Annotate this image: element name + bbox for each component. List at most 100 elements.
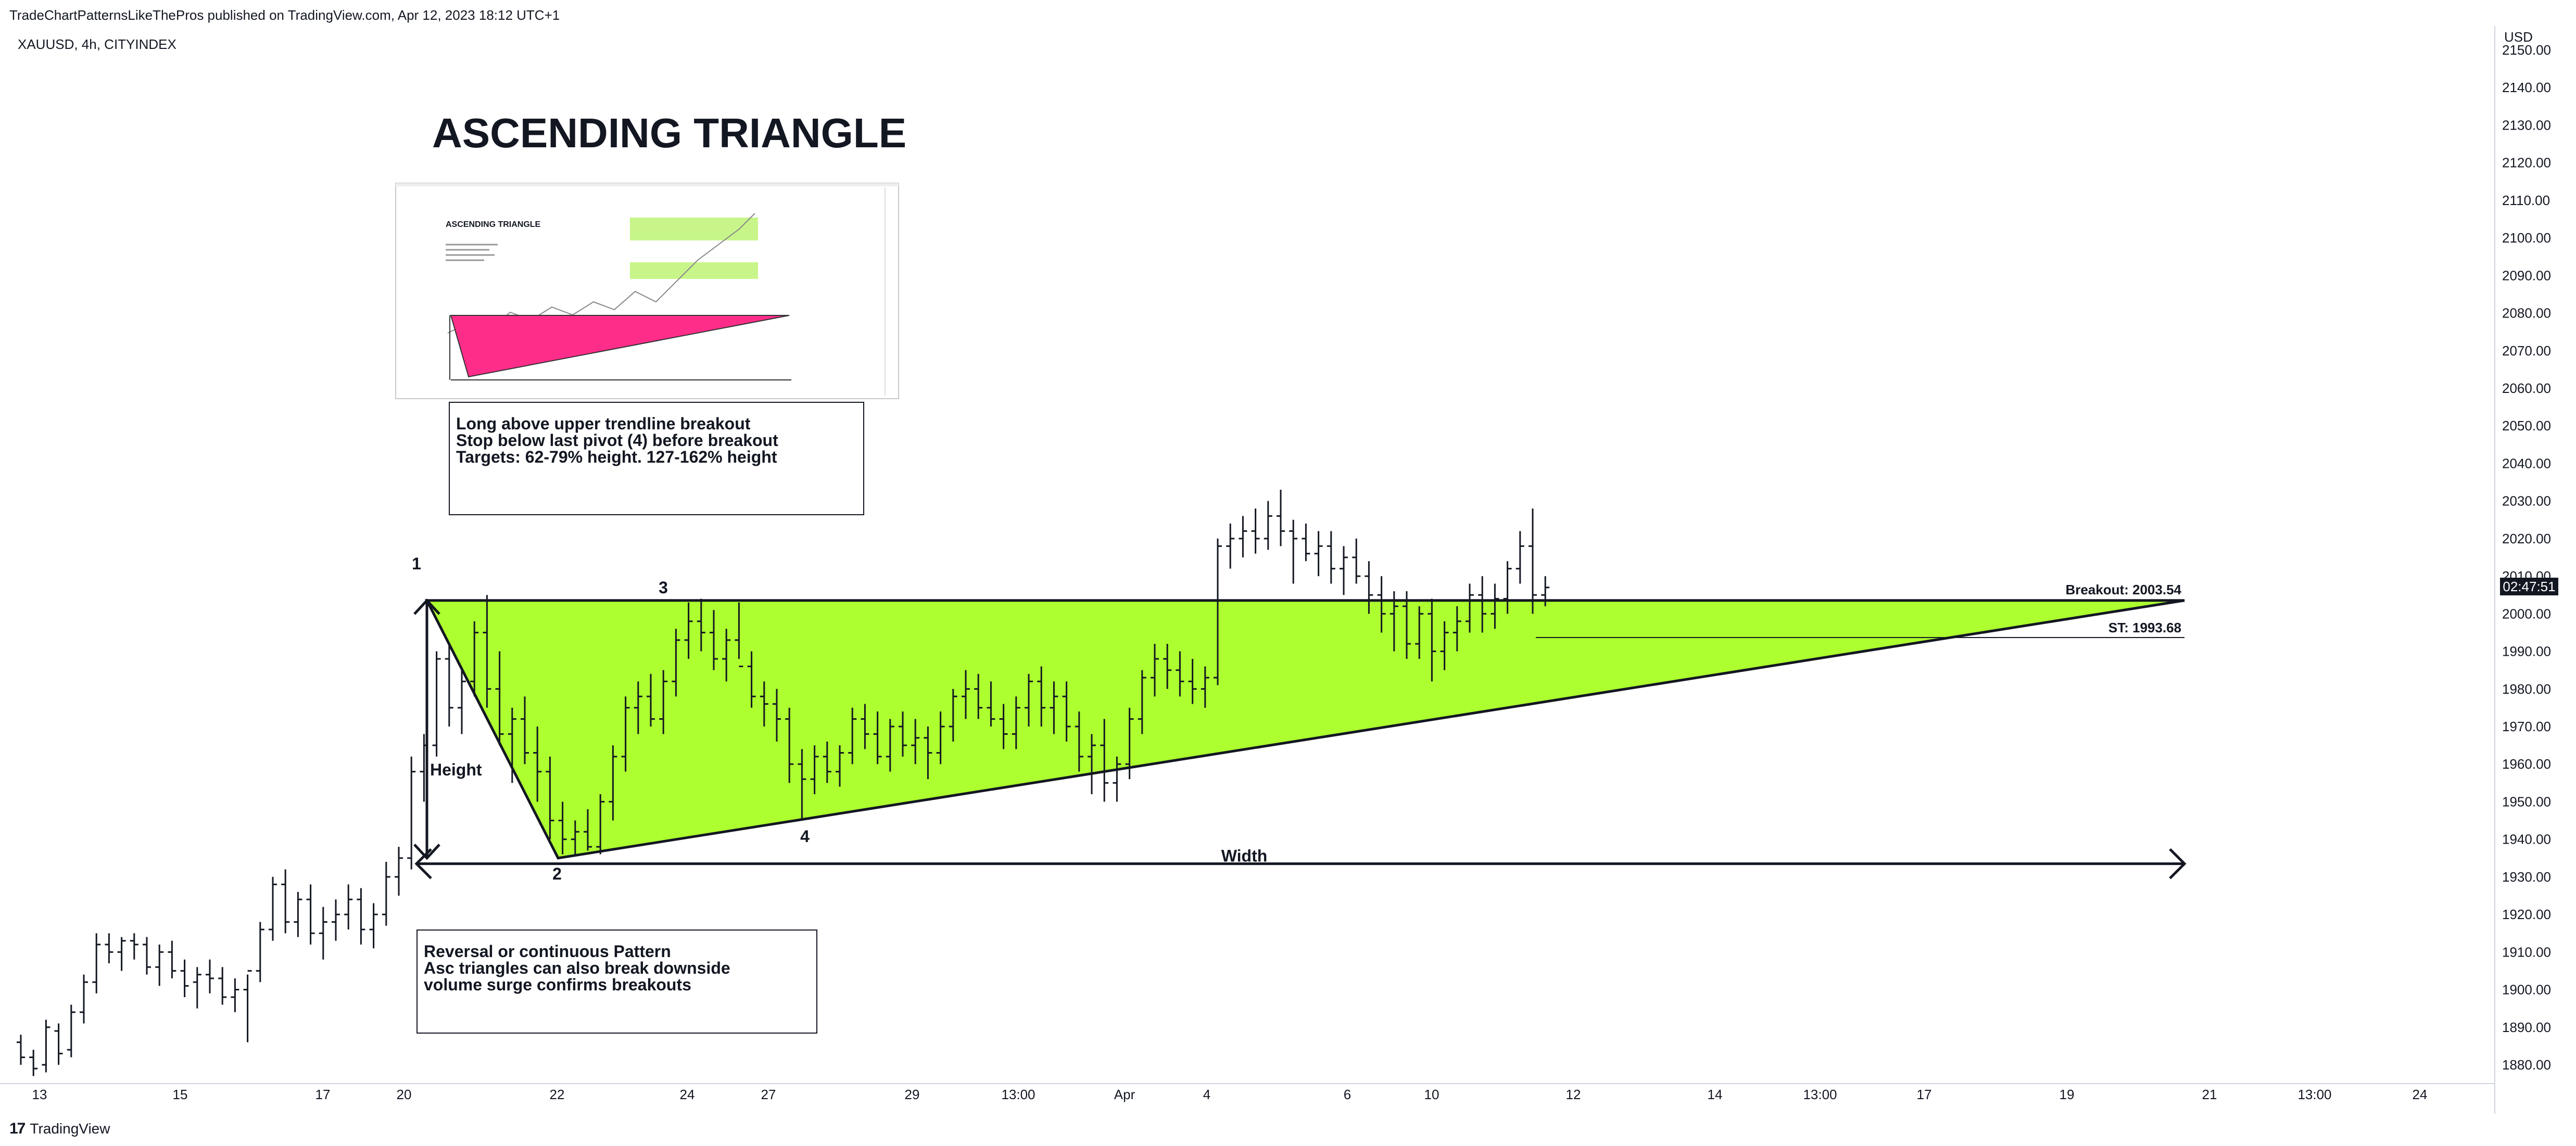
ohlc-bar — [294, 892, 302, 937]
ohlc-bar — [29, 1050, 38, 1076]
y-tick-label: 2060.00 — [2502, 380, 2551, 396]
ohlc-bar — [67, 1004, 75, 1058]
x-tick-label: 24 — [2413, 1087, 2428, 1102]
ohlc-bar — [1037, 666, 1046, 727]
ohlc-bar — [281, 869, 290, 934]
ohlc-bar — [861, 704, 869, 749]
ohlc-bar — [987, 681, 995, 727]
ohlc-bar — [470, 621, 479, 697]
ohlc-bar — [369, 903, 378, 949]
note-line: Long above upper trendline breakout — [456, 414, 751, 433]
ohlc-bar — [1440, 621, 1449, 670]
ohlc-bar — [571, 820, 579, 855]
ohlc-bar — [143, 937, 151, 975]
x-axis[interactable]: 13 15 17 20 22 24 27 29 13:00 Apr 4 6 10 12 14 13:00 17 1… — [32, 1087, 2428, 1102]
ohlc-bar — [105, 933, 113, 963]
ohlc-bar — [1088, 734, 1096, 794]
y-tick-label: 2100.00 — [2502, 230, 2551, 246]
ohlc-bar — [168, 940, 176, 978]
ohlc-bar — [117, 937, 126, 971]
y-tick-label: 2050.00 — [2502, 418, 2551, 434]
tradingview-brand[interactable]: 17 TradingView — [9, 1120, 110, 1138]
pivot-label-1: 1 — [412, 554, 421, 573]
ohlc-bar — [1214, 538, 1222, 685]
note-line: Stop below last pivot (4) before breakou… — [456, 431, 778, 450]
width-arrow — [414, 848, 2187, 880]
x-tick-label: 17 — [1917, 1087, 1932, 1102]
y-tick-label: 1890.00 — [2502, 1020, 2551, 1035]
publish-info: TradeChartPatternsLikeThePros published … — [9, 7, 560, 23]
ohlc-bar — [1428, 599, 1436, 682]
y-tick-label: 1960.00 — [2502, 756, 2551, 772]
x-tick-label: 10 — [1424, 1087, 1439, 1102]
ohlc-bar — [659, 670, 668, 734]
ascending-triangle-fill — [424, 599, 2185, 860]
ohlc-bar — [1340, 546, 1348, 595]
x-tick-label: 4 — [1203, 1087, 1210, 1102]
ohlc-bar — [1163, 644, 1172, 689]
pivot-label-3: 3 — [659, 578, 668, 597]
ohlc-bar — [1138, 670, 1146, 734]
y-tick-label: 2020.00 — [2502, 531, 2551, 546]
ohlc-bar — [1025, 673, 1033, 727]
ohlc-bar — [533, 727, 542, 802]
ohlc-bar — [1251, 508, 1260, 554]
ohlc-bar — [269, 876, 277, 941]
ohlc-bar — [357, 888, 365, 945]
x-tick-label: 19 — [2060, 1087, 2075, 1102]
ohlc-bar — [508, 707, 516, 783]
ohlc-bar — [672, 629, 680, 697]
height-label: Height — [430, 760, 482, 779]
ohlc-bar — [407, 756, 416, 870]
ohlc-bar — [1352, 538, 1361, 584]
ohlc-bar — [634, 681, 642, 734]
ohlc-bar — [243, 970, 252, 1042]
note-line: Targets: 62-79% height. 127-162% height — [456, 448, 777, 466]
ohlc-bar — [1529, 508, 1537, 614]
ohlc-bar — [836, 745, 844, 787]
note-line: Reversal or continuous Pattern — [424, 942, 671, 961]
ohlc-bar — [458, 670, 466, 734]
ohlc-bar — [1113, 756, 1121, 802]
y-tick-label: 1970.00 — [2502, 719, 2551, 734]
symbol-info[interactable]: XAUUSD, 4h, CITYINDEX — [18, 36, 176, 52]
ohlc-bar — [798, 749, 806, 821]
x-tick-label: 29 — [905, 1087, 920, 1102]
brand-name: TradingView — [30, 1120, 110, 1137]
x-tick-label: 13 — [32, 1087, 47, 1102]
y-tick-label: 2070.00 — [2502, 343, 2551, 359]
ohlc-bar — [1365, 561, 1373, 614]
ohlc-bar — [848, 707, 857, 765]
ohlc-bar — [1327, 531, 1335, 584]
y-tick-label: 2140.00 — [2502, 80, 2551, 95]
ohlc-bar — [1188, 659, 1197, 704]
ohlc-bar — [1264, 501, 1272, 550]
ohlc-bar — [810, 745, 819, 794]
y-tick-label: 1930.00 — [2502, 869, 2551, 885]
tradingview-logo-icon: 17 — [9, 1120, 26, 1137]
ohlc-bar — [521, 696, 529, 765]
ohlc-bar — [319, 907, 327, 960]
y-axis[interactable]: 1880.00 1890.00 1900.00 1910.00 1920.00 1930.… — [2502, 42, 2551, 1073]
ohlc-bar — [747, 651, 756, 708]
ohlc-bar — [1415, 606, 1424, 659]
note-line: volume surge confirms breakouts — [424, 975, 691, 994]
ohlc-bar — [1075, 711, 1083, 772]
pivot-label-4: 4 — [800, 827, 810, 846]
pattern-notes: Reversal or continuous Pattern Asc trian… — [416, 929, 817, 1034]
y-tick-label: 1920.00 — [2502, 907, 2551, 922]
y-tick-label: 2030.00 — [2502, 493, 2551, 509]
current-price-tag: 02:47:51 — [2500, 578, 2558, 595]
ohlc-bar — [332, 899, 340, 941]
ohlc-bar — [1062, 681, 1071, 742]
currency-label: USD — [2504, 29, 2533, 45]
ohlc-bar — [924, 727, 932, 780]
ohlc-bar — [92, 933, 101, 994]
ohlc-bar — [949, 689, 957, 742]
ohlc-bar — [785, 707, 794, 783]
x-tick-label: Apr — [1114, 1087, 1135, 1102]
ohlc-bar — [1176, 651, 1184, 697]
ohlc-bar — [962, 670, 970, 719]
y-tick-label: 1940.00 — [2502, 832, 2551, 847]
